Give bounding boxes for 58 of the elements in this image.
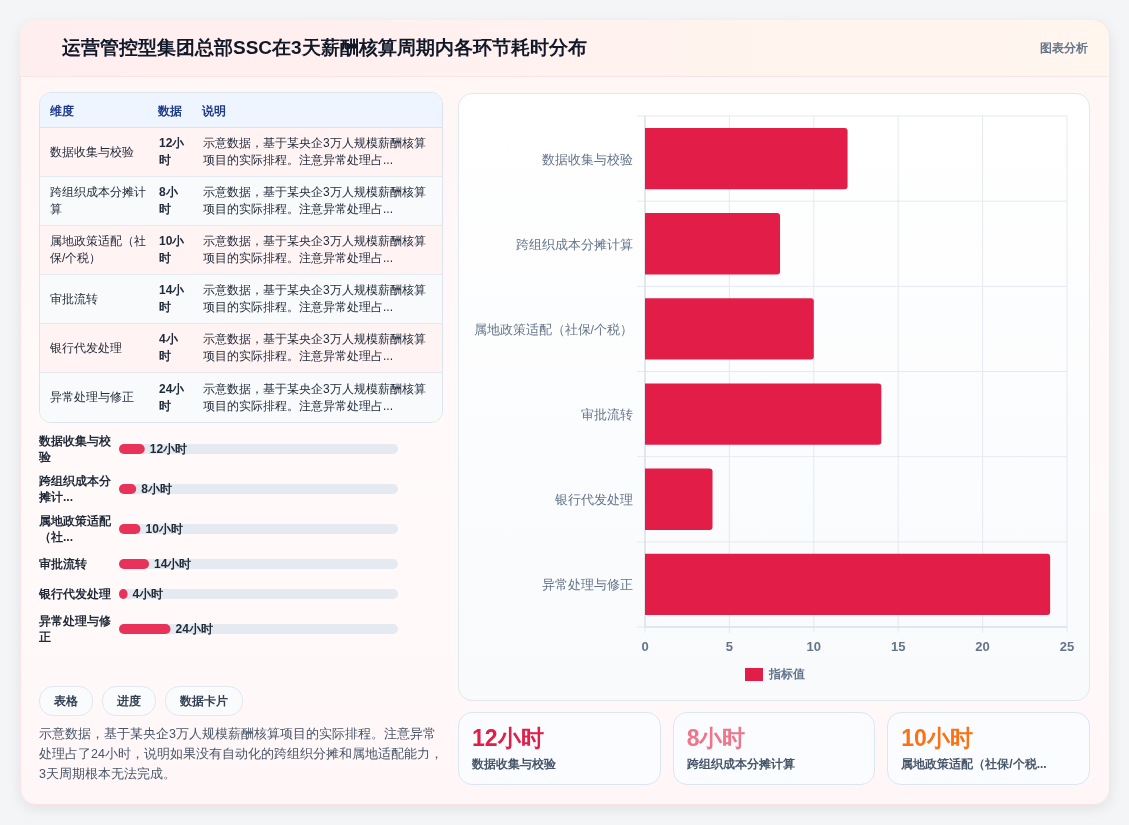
text: 示意数据，基于某央企3万人规模薪酬核算项目的实际排程。注意异常处理占... [203, 233, 427, 267]
text: 维度 [50, 103, 74, 120]
category-label: 属地政策适配（社保/个税... [901, 756, 1047, 773]
bar [645, 383, 882, 445]
data-label: 10小时 [145, 521, 183, 537]
data-label: 24小时 [175, 621, 213, 637]
x-tick-label: 5 [725, 639, 734, 654]
text: 进度 [102, 686, 156, 716]
y-tick-label: 审批流转 [39, 556, 88, 572]
y-tick-label: 审批流转 [581, 407, 633, 423]
text: 12小时 [472, 725, 544, 751]
text: 数据卡片 [165, 686, 243, 716]
text: 8小时 [159, 185, 178, 216]
data-label: 8小时 [141, 481, 172, 497]
y-tick-label: 异常处理与修正 [39, 613, 112, 645]
y-tick-label: 属地政策适配（社保/个税） [473, 322, 633, 337]
text: 12小时 [159, 136, 185, 167]
x-tick-label: 0 [641, 639, 649, 654]
y-tick-label: 银行代发处理 [554, 493, 633, 508]
y-tick-label: 银行代发处理 [39, 586, 112, 602]
bar [645, 127, 848, 190]
text: 表格 [39, 686, 93, 716]
x-tick-label: 25 [1059, 639, 1075, 654]
y-tick-label: 属地政策适配（社... [39, 513, 112, 545]
category-label: 跨组织成本分摊计算 [686, 756, 795, 773]
x-tick-label: 20 [975, 639, 990, 654]
text: 4小时 [159, 332, 178, 363]
text: 8小时 [686, 725, 746, 751]
y-tick-label: 跨组织成本分摊计... [39, 473, 112, 505]
y-tick-label: 数据收集与校验 [39, 433, 112, 465]
x-tick-label: 15 [890, 639, 906, 654]
text: 14小时 [159, 283, 185, 314]
bar [645, 468, 713, 530]
y-tick-label: 跨组织成本分摊计算 [516, 237, 633, 252]
text: 示意数据，基于某央企3万人规模薪酬核算项目的实际排程。注意异常处理占... [203, 282, 427, 316]
text: 示意数据，基于某央企3万人规模薪酬核算项目的实际排程。注意异常处理占... [203, 135, 427, 169]
text: 示意数据，基于某央企3万人规模薪酬核算项目的实际排程。注意异常处理占... [203, 380, 427, 415]
data-label: 4小时 [132, 586, 164, 602]
text: 说明 [202, 103, 226, 120]
data-label: 12小时 [149, 441, 188, 457]
text: 运营管控型集团总部SSC在3天薪酬核算周期内各环节耗时分布 [62, 36, 587, 60]
text: 10小时 [901, 725, 973, 751]
text: 示意数据，基于某央企3万人规模薪酬核算项目的实际排程。注意异常处理占了24小时，说明如果没有自动化的跨组织分摊和属地适配能力，3天周期根本无法完成。 [39, 726, 444, 783]
text: 24小时 [159, 381, 185, 413]
category-label: 数据收集与校验 [472, 756, 556, 773]
text: 示意数据，基于某央企3万人规模薪酬核算项目的实际排程。注意异常处理占... [203, 184, 427, 218]
text: 图表分析 [1040, 40, 1088, 57]
bar [645, 553, 1051, 616]
y-tick-label: 数据收集与校验 [542, 152, 633, 167]
data-label: 14小时 [154, 556, 192, 572]
text: 数据 [158, 103, 182, 120]
y-tick-label: 异常处理与修正 [542, 578, 633, 593]
text: 10小时 [159, 234, 185, 265]
bar [645, 298, 814, 360]
legend-label: 指标值 [769, 666, 805, 683]
text: 示意数据，基于某央企3万人规模薪酬核算项目的实际排程。注意异常处理占... [203, 331, 427, 365]
bar [645, 213, 781, 275]
x-tick-label: 10 [806, 639, 822, 654]
